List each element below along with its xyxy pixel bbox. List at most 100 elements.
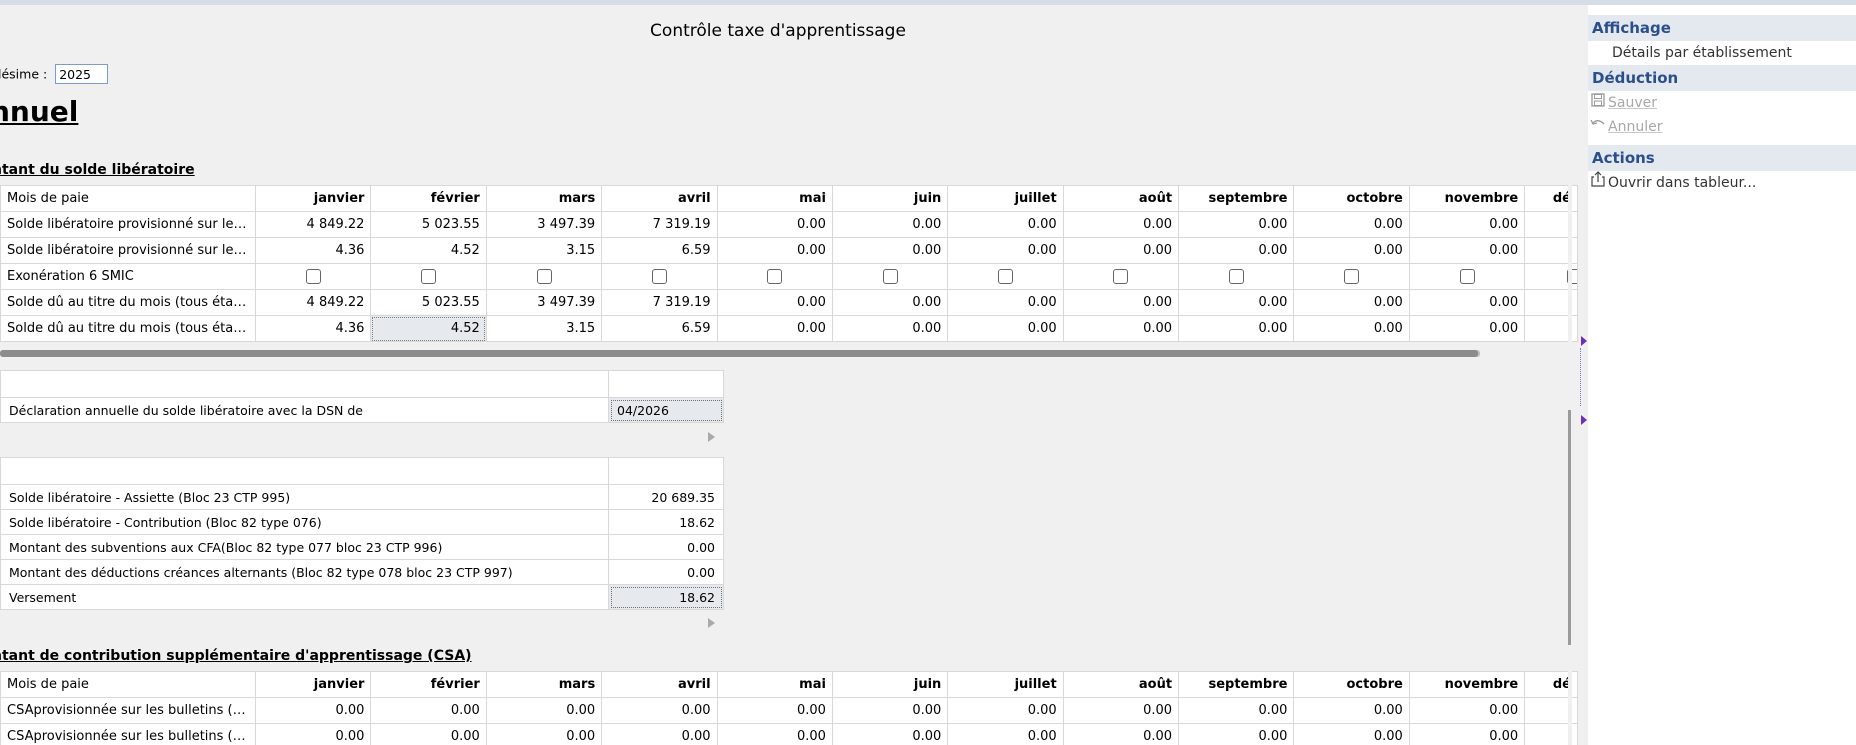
- summary-value[interactable]: 0.00: [608, 559, 724, 585]
- value-cell[interactable]: 6.59: [601, 315, 718, 342]
- value-cell[interactable]: 0.00: [831, 289, 949, 316]
- summary-value[interactable]: 18.62: [608, 509, 724, 535]
- value-cell[interactable]: 4.36: [255, 237, 372, 264]
- summary-value[interactable]: 18.62: [608, 584, 724, 610]
- sauver-button[interactable]: Sauver: [1588, 91, 1856, 115]
- value-cell[interactable]: 0.00: [1293, 315, 1410, 342]
- value-cell[interactable]: 0.00: [370, 723, 487, 745]
- value-cell[interactable]: 5 023.55: [370, 289, 487, 316]
- value-cell[interactable]: 0.00: [1408, 723, 1526, 745]
- value-cell[interactable]: 0.00: [601, 723, 718, 745]
- value-cell[interactable]: 0.00: [1408, 697, 1526, 724]
- value-cell[interactable]: 0.00: [601, 697, 718, 724]
- value-cell[interactable]: 0.00: [1293, 723, 1410, 745]
- value-cell[interactable]: 0.00: [1178, 723, 1295, 745]
- value-cell[interactable]: 0.00: [1293, 211, 1410, 238]
- millesime-input[interactable]: [55, 64, 109, 84]
- exoneration-checkbox[interactable]: [998, 269, 1013, 284]
- month-column-header[interactable]: février: [370, 185, 487, 212]
- exoneration-checkbox[interactable]: [1228, 269, 1244, 284]
- month-column-header[interactable]: mai: [716, 185, 833, 212]
- value-cell[interactable]: 0.00: [370, 697, 487, 724]
- value-cell[interactable]: 3 497.39: [485, 211, 603, 238]
- month-column-header[interactable]: janvier: [255, 671, 372, 698]
- exoneration-checkbox[interactable]: [421, 269, 437, 284]
- month-column-header[interactable]: novembre: [1408, 185, 1526, 212]
- checkbox-cell[interactable]: [947, 263, 1064, 290]
- declaration-value[interactable]: 04/2026: [608, 397, 724, 423]
- value-cell[interactable]: 0.00: [1408, 237, 1526, 264]
- summary-value[interactable]: 0.00: [608, 534, 724, 560]
- value-cell[interactable]: 7 319.19: [601, 289, 718, 316]
- checkbox-cell[interactable]: [831, 263, 949, 290]
- value-cell[interactable]: 0.00: [716, 237, 833, 264]
- column-header-label[interactable]: Mois de paie: [0, 185, 257, 212]
- month-column-header[interactable]: septembre: [1178, 185, 1295, 212]
- month-column-header[interactable]: août: [1062, 671, 1180, 698]
- value-cell[interactable]: 0.00: [947, 315, 1064, 342]
- checkbox-cell[interactable]: [255, 263, 372, 290]
- value-cell[interactable]: 0.00: [1293, 237, 1410, 264]
- value-cell[interactable]: 0.00: [947, 211, 1064, 238]
- exoneration-checkbox[interactable]: [305, 269, 321, 284]
- value-cell[interactable]: 0.00: [716, 289, 833, 316]
- value-cell[interactable]: 0.00: [1178, 289, 1295, 316]
- checkbox-cell[interactable]: [485, 263, 603, 290]
- value-cell[interactable]: 0.00: [947, 723, 1064, 745]
- details-par-etablissement-link[interactable]: Détails par établissement: [1612, 45, 1792, 61]
- value-cell[interactable]: 0.00: [1062, 315, 1180, 342]
- checkbox-cell[interactable]: [1408, 263, 1526, 290]
- checkbox-cell[interactable]: [1178, 263, 1295, 290]
- value-cell[interactable]: 3.15: [485, 237, 603, 264]
- value-cell[interactable]: 0.00: [716, 697, 833, 724]
- value-cell[interactable]: 0.00: [1293, 289, 1410, 316]
- month-column-header[interactable]: février: [370, 671, 487, 698]
- month-column-header[interactable]: janvier: [255, 185, 372, 212]
- checkbox-cell[interactable]: [1062, 263, 1180, 290]
- month-column-header[interactable]: octobre: [1293, 185, 1410, 212]
- exoneration-checkbox[interactable]: [767, 269, 783, 284]
- month-column-header[interactable]: juin: [831, 671, 949, 698]
- month-column-header[interactable]: mai: [716, 671, 833, 698]
- value-cell[interactable]: 0.00: [947, 697, 1064, 724]
- value-cell[interactable]: 5 023.55: [370, 211, 487, 238]
- value-cell[interactable]: 0.00: [831, 723, 949, 745]
- exoneration-checkbox[interactable]: [536, 269, 552, 284]
- value-cell[interactable]: 0.00: [1178, 697, 1295, 724]
- value-cell[interactable]: 0.00: [831, 211, 949, 238]
- horizontal-scrollbar-thumb[interactable]: [0, 350, 1478, 357]
- month-column-header[interactable]: avril: [601, 185, 718, 212]
- value-cell[interactable]: 0.00: [485, 697, 603, 724]
- splitter-handle[interactable]: [1580, 348, 1583, 406]
- value-cell[interactable]: 0.00: [947, 237, 1064, 264]
- month-column-header[interactable]: octobre: [1293, 671, 1410, 698]
- value-cell[interactable]: 4 849.22: [255, 289, 372, 316]
- splitter-arrow-icon[interactable]: [1581, 336, 1587, 346]
- value-cell[interactable]: 0.00: [716, 723, 833, 745]
- month-column-header[interactable]: juillet: [947, 671, 1064, 698]
- value-cell[interactable]: 0.00: [255, 723, 372, 745]
- value-cell[interactable]: 4.52: [370, 237, 487, 264]
- value-cell[interactable]: 4.52: [370, 315, 487, 342]
- checkbox-cell[interactable]: [370, 263, 487, 290]
- value-cell[interactable]: 4.36: [255, 315, 372, 342]
- month-column-header[interactable]: mars: [485, 185, 603, 212]
- scroll-right-arrow-icon[interactable]: [708, 618, 715, 628]
- value-cell[interactable]: 0.00: [1408, 315, 1526, 342]
- value-cell[interactable]: [1524, 723, 1578, 745]
- value-cell[interactable]: 0.00: [947, 289, 1064, 316]
- value-cell[interactable]: 0.00: [716, 315, 833, 342]
- value-cell[interactable]: 0.00: [1062, 697, 1180, 724]
- value-cell[interactable]: 6.59: [601, 237, 718, 264]
- checkbox-cell[interactable]: [601, 263, 718, 290]
- value-cell[interactable]: 0.00: [1062, 211, 1180, 238]
- value-cell[interactable]: 0.00: [1062, 723, 1180, 745]
- month-column-header[interactable]: avril: [601, 671, 718, 698]
- checkbox-cell[interactable]: [716, 263, 833, 290]
- month-column-header[interactable]: mars: [485, 671, 603, 698]
- vertical-scrollbar-thumb[interactable]: [1568, 410, 1571, 645]
- month-column-header[interactable]: août: [1062, 185, 1180, 212]
- exoneration-checkbox[interactable]: [1459, 269, 1475, 284]
- exoneration-checkbox[interactable]: [1344, 269, 1360, 284]
- value-cell[interactable]: 0.00: [1408, 211, 1526, 238]
